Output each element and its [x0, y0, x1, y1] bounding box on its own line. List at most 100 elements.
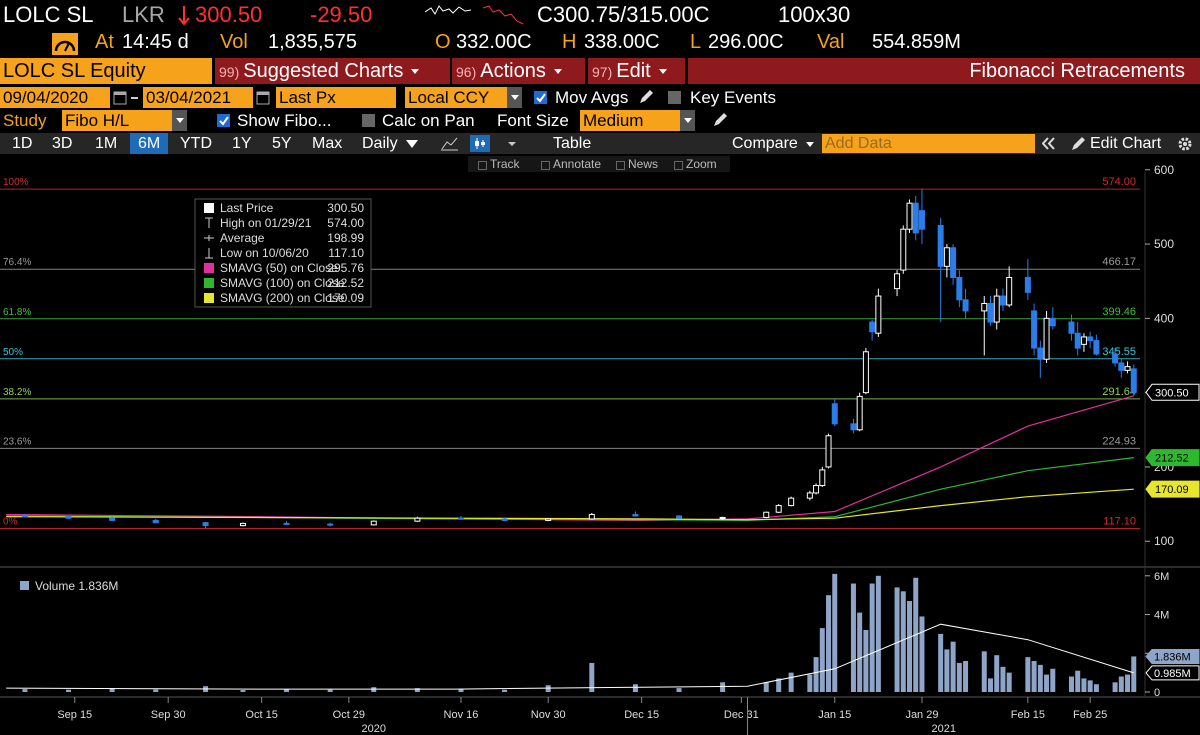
volume-bar	[857, 612, 863, 692]
y-tick-label: 100	[1154, 534, 1174, 548]
volume-bar	[1125, 674, 1131, 692]
table[interactable]: Table	[553, 135, 592, 152]
candle-body	[719, 516, 726, 519]
menu-suggested[interactable]: 99) Suggested Charts	[215, 58, 450, 84]
candle-body	[937, 224, 944, 267]
tool-icon	[478, 161, 487, 170]
checkbox[interactable]	[668, 91, 681, 104]
tool-button[interactable]: Zoom	[686, 157, 717, 171]
fib-percent: 38.2%	[3, 387, 31, 398]
collapse-icon[interactable]	[1042, 137, 1056, 150]
legend-name: Low on 10/06/20	[220, 246, 309, 260]
menu-label: Actions	[480, 60, 546, 82]
edit-chart[interactable]: Edit Chart	[1090, 135, 1162, 152]
chart-icons[interactable]	[440, 135, 540, 152]
period-button[interactable]: Max	[312, 135, 343, 152]
period-button[interactable]: 6M	[130, 133, 169, 154]
volume-bar	[1075, 670, 1081, 692]
pencil-icon[interactable]	[638, 89, 654, 105]
frequency[interactable]: Daily	[362, 135, 398, 152]
candle-body	[875, 295, 882, 334]
legend-value: 170.09	[327, 291, 364, 305]
legend: Last Price 300.50 High on 01/29/21 574.00 Av…	[194, 198, 372, 308]
tool-button[interactable]: News	[628, 157, 659, 171]
fib-percent: 0%	[3, 517, 18, 528]
period-button[interactable]: 3D	[52, 135, 73, 152]
open-label: O	[435, 31, 451, 53]
volume-bar	[987, 678, 993, 692]
candle-body	[501, 518, 508, 521]
checkbox[interactable]	[362, 114, 375, 127]
checkbox-checked[interactable]	[534, 91, 547, 104]
field-select[interactable]: Last Px	[276, 87, 396, 108]
fib-value: 117.10	[1103, 516, 1136, 528]
year-label: 2021	[932, 723, 956, 735]
candle-body	[1074, 332, 1081, 349]
year-label: 2020	[362, 723, 386, 735]
volume-bar	[1025, 657, 1031, 692]
period-button[interactable]: 1M	[95, 135, 118, 152]
period-button[interactable]: 1D	[12, 135, 33, 152]
candle-body	[788, 497, 795, 507]
volume-bar	[240, 690, 246, 692]
add-data-input[interactable]: Add Data	[822, 134, 1035, 153]
last-price: 300.50	[195, 2, 263, 27]
font-size-label: Font Size	[497, 111, 569, 130]
candle-body	[819, 469, 826, 487]
menu-num: 99)	[219, 64, 240, 80]
candle-body	[109, 517, 116, 521]
candle-body	[856, 395, 863, 431]
volume-bar	[1031, 661, 1037, 692]
font-size-select[interactable]: Medium	[580, 110, 680, 131]
study-select[interactable]: Fibo H/L	[62, 110, 172, 131]
gear-icon[interactable]	[1177, 136, 1193, 152]
volume-bar	[22, 689, 28, 692]
legend-value: 300.50	[327, 201, 364, 215]
volume-bar	[720, 682, 726, 692]
dropdown[interactable]	[507, 87, 522, 108]
checkbox-checked[interactable]	[217, 114, 230, 127]
period-button[interactable]: 5Y	[272, 135, 292, 152]
volume-legend-swatch	[20, 581, 29, 590]
volume-bar	[813, 657, 819, 692]
candle-body	[943, 247, 950, 267]
start-date[interactable]: 09/04/2020	[0, 87, 110, 108]
candle-body	[894, 273, 901, 290]
security-box[interactable]: LOLC SL Equity	[0, 58, 212, 84]
period-bar: Daily Table Compare Add Data Edit Chart …	[0, 133, 1200, 154]
candle-body	[850, 423, 857, 431]
compare-arrow	[806, 142, 814, 147]
volume-bar	[632, 684, 638, 692]
volume-bar	[1131, 656, 1137, 692]
period-button[interactable]: YTD	[180, 135, 212, 152]
candle-body	[370, 520, 377, 526]
tool-button[interactable]: Annotate	[553, 157, 602, 171]
candle-body	[1024, 276, 1031, 293]
x-tick-label: Dec 31	[724, 709, 759, 721]
legend-name: High on 01/29/21	[220, 216, 312, 230]
end-date[interactable]: 03/04/2021	[143, 87, 253, 108]
tool-button[interactable]: Track	[490, 157, 520, 171]
menu-actions[interactable]: 96) Actions	[452, 58, 585, 84]
size: 100x30	[778, 2, 851, 27]
pencil-icon[interactable]	[1070, 136, 1085, 151]
dropdown[interactable]	[172, 110, 187, 131]
candle-body	[825, 435, 832, 468]
dropdown[interactable]	[680, 110, 695, 131]
volume-bar	[963, 661, 969, 692]
volume-bar	[875, 575, 881, 692]
volume-bar	[1112, 682, 1118, 692]
ccy-select[interactable]: Local CCY	[405, 87, 507, 108]
fib-value: 466.17	[1102, 256, 1136, 268]
period-button[interactable]: 1Y	[232, 135, 252, 152]
volume-legend: Volume 1.836M	[35, 579, 118, 593]
candle-body	[545, 518, 552, 521]
candle-body	[202, 522, 209, 527]
calendar-icon[interactable]	[113, 90, 127, 105]
price-tag	[1145, 449, 1200, 467]
pencil-icon[interactable]	[712, 112, 728, 128]
calendar-icon[interactable]	[256, 90, 270, 105]
menu-edit[interactable]: 97) Edit	[588, 58, 685, 84]
currency: LKR	[122, 2, 165, 27]
compare[interactable]: Compare	[732, 135, 798, 152]
